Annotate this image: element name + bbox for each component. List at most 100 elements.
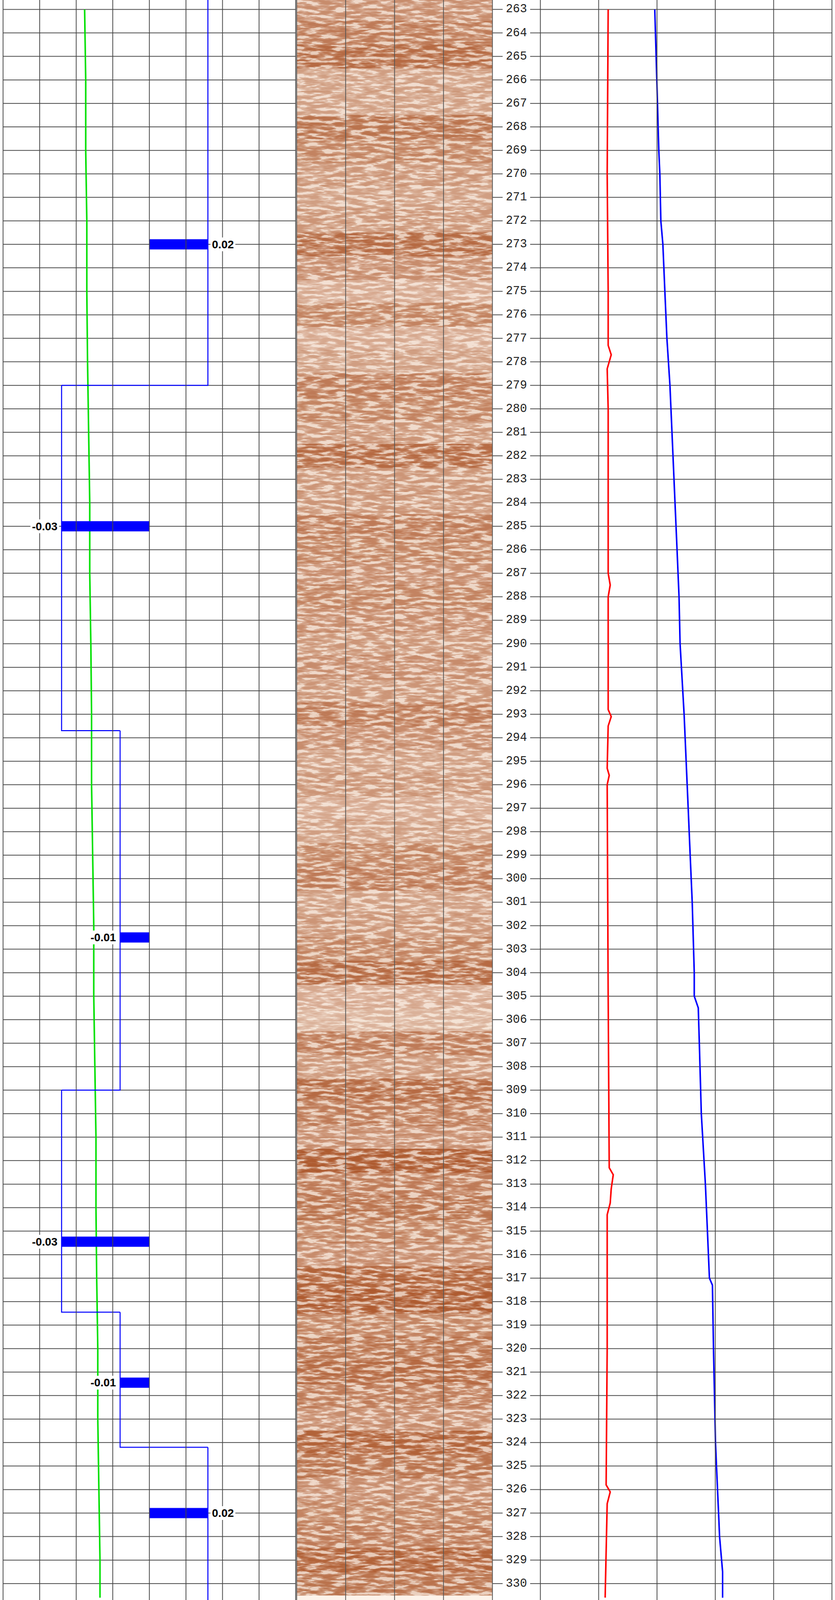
grid-line: [540, 196, 832, 198]
tick-label: 313: [505, 1177, 527, 1191]
tick-mark: [530, 1230, 541, 1232]
label-patch: [210, 1505, 236, 1520]
tick-mark: [530, 830, 541, 832]
tick-label: 264: [505, 26, 527, 40]
grid-line: [540, 455, 832, 457]
grid-line: [540, 854, 832, 856]
tick-mark: [492, 643, 503, 645]
grid-line: [540, 925, 832, 927]
tick-mark: [530, 1089, 541, 1091]
tick-mark: [530, 243, 541, 245]
grid-line: [75, 0, 77, 1600]
tick-label: 273: [505, 237, 527, 251]
tick-label: 310: [505, 1106, 527, 1120]
tick-label: 325: [505, 1458, 527, 1473]
tick-label: 293: [505, 707, 527, 721]
tick-label: 268: [505, 120, 527, 134]
tick-mark: [530, 1065, 541, 1067]
tick-mark: [530, 1371, 541, 1373]
tick-mark: [530, 1535, 541, 1537]
grid-line: [540, 784, 832, 786]
tick-label: 269: [505, 143, 527, 158]
tick-mark: [492, 196, 503, 198]
tick-label: 290: [505, 637, 527, 651]
grid-line: [539, 0, 541, 1600]
grid-line: [540, 1277, 832, 1279]
tick-mark: [530, 1136, 541, 1138]
grid-line: [540, 1465, 832, 1467]
tick-mark: [492, 79, 503, 81]
tick-mark: [492, 1277, 503, 1279]
tick-mark: [492, 972, 503, 974]
bar: [120, 932, 150, 943]
tick-mark: [530, 220, 541, 222]
grid-line: [540, 478, 832, 480]
grid-line: [540, 1042, 832, 1044]
tick-label: 324: [505, 1435, 527, 1449]
data-label: -0.01: [90, 930, 116, 944]
grid-line: [540, 1065, 832, 1067]
grid-line: [540, 220, 832, 222]
tick-mark: [530, 1254, 541, 1256]
bar: [149, 1507, 208, 1519]
tick-mark: [530, 666, 541, 668]
grid-line: [540, 126, 832, 128]
grid-line: [540, 243, 832, 245]
grid-line: [345, 0, 347, 1600]
tick-label: 302: [505, 919, 527, 933]
grid-line: [258, 0, 260, 1600]
tick-mark: [492, 549, 503, 551]
tick-mark: [492, 173, 503, 175]
tick-mark: [530, 572, 541, 574]
tick-label: 277: [505, 331, 527, 346]
track: [540, 0, 832, 1600]
tick-mark: [492, 1489, 503, 1491]
tick-label: 283: [505, 472, 527, 486]
tick-mark: [530, 1112, 541, 1114]
tick-mark: [492, 384, 503, 386]
tick-mark: [530, 1512, 541, 1514]
grid-line: [540, 972, 832, 974]
grid-line: [540, 525, 832, 527]
grid-line: [540, 173, 832, 175]
grid-line: [540, 713, 832, 715]
grid-line: [540, 1207, 832, 1209]
step-curve: [120, 1312, 208, 1448]
grid-line: [148, 0, 150, 1600]
tick-mark: [530, 1582, 541, 1584]
tick-mark: [530, 643, 541, 645]
tick-mark: [492, 690, 503, 692]
grid-line: [656, 0, 658, 1600]
tick-mark: [530, 878, 541, 880]
tick-mark: [492, 126, 503, 128]
grid-line: [540, 737, 832, 739]
tick-label: 270: [505, 167, 527, 181]
grid-line: [540, 431, 832, 433]
tick-mark: [492, 478, 503, 480]
tick-mark: [492, 737, 503, 739]
track: [296, 0, 493, 1600]
grid-line: [540, 1582, 832, 1584]
tick-label: 326: [505, 1482, 527, 1496]
tick-mark: [492, 9, 503, 11]
log-curve: [654, 9, 723, 1598]
grid-line: [540, 901, 832, 903]
tick-mark: [492, 431, 503, 433]
tick-mark: [530, 267, 541, 269]
tick-label: 312: [505, 1153, 527, 1167]
tick-mark: [492, 760, 503, 762]
tick-mark: [492, 854, 503, 856]
log-curve: [605, 9, 614, 1598]
grid-line: [540, 1442, 832, 1444]
grid-line: [540, 878, 832, 880]
tick-mark: [530, 291, 541, 293]
bar: [120, 1377, 150, 1388]
tick-mark: [530, 408, 541, 410]
bar: [149, 239, 208, 250]
tick-label: 271: [505, 190, 527, 204]
tick-mark: [492, 525, 503, 527]
tick-mark: [492, 784, 503, 786]
tick-label: 318: [505, 1294, 527, 1309]
grid-line: [2, 0, 4, 1600]
tick-mark: [530, 149, 541, 151]
